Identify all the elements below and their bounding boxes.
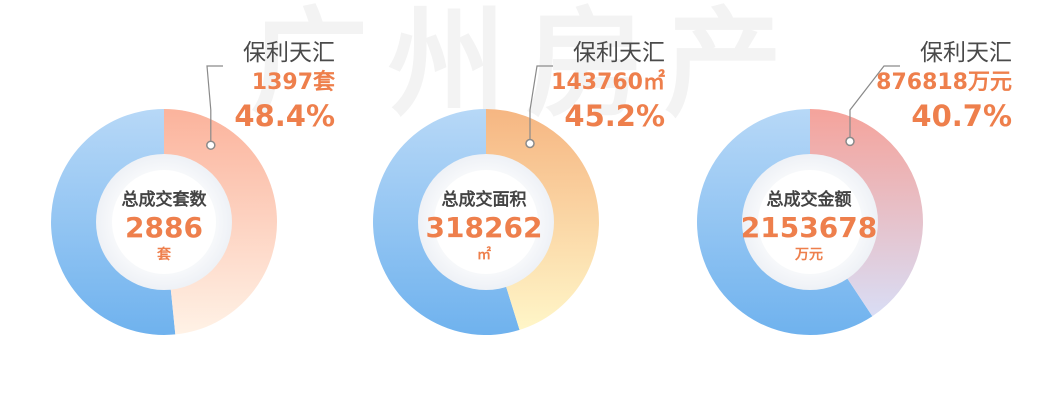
leader-line — [529, 65, 553, 140]
center-label: 总成交套数 2886 套 — [89, 189, 239, 265]
project-value: 1397套 — [251, 70, 335, 95]
metric-name: 总成交金额 — [766, 190, 852, 210]
donut-chart-amount: 保利天汇 876818万元 40.7% 总成交金额 2153678 万元 — [646, 0, 1012, 415]
donut-svg — [697, 65, 924, 336]
metric-name: 总成交面积 — [441, 190, 527, 210]
project-percent: 45.2% — [564, 99, 665, 133]
donut-hole-inner — [434, 170, 538, 274]
leader-dot — [845, 136, 855, 147]
watermark-text: 广州房产 — [250, 0, 803, 133]
metric-name: 总成交套数 — [121, 190, 207, 210]
leader-dot — [206, 140, 216, 150]
donut-hole-inner — [112, 170, 216, 274]
project-name: 保利天汇 — [920, 40, 1012, 66]
total-unit: ㎡ — [477, 247, 491, 263]
donut-svg — [373, 65, 600, 335]
donut-chart-area: 保利天汇 143760㎡ 45.2% 总成交面积 318262 ㎡ — [322, 0, 672, 415]
callout: 保利天汇 1397套 48.4% — [135, 38, 335, 134]
project-value: 876818万元 — [876, 70, 1012, 95]
project-name: 保利天汇 — [243, 40, 335, 66]
center-label: 总成交金额 2153678 万元 — [734, 189, 884, 265]
total-unit: 万元 — [795, 247, 823, 263]
leader-dot — [525, 138, 535, 149]
callout: 保利天汇 876818万元 40.7% — [812, 38, 1012, 134]
leader-line — [849, 65, 900, 138]
donut-svg — [51, 65, 278, 335]
project-name: 保利天汇 — [573, 40, 665, 66]
donut-hole-inner — [758, 170, 862, 274]
donut-chart-units: 保利天汇 1397套 48.4% 总成交套数 2886 套 — [0, 0, 350, 415]
project-percent: 48.4% — [234, 99, 335, 133]
callout: 保利天汇 143760㎡ 45.2% — [465, 38, 665, 134]
total-value: 318262 — [425, 211, 543, 244]
total-unit: 套 — [157, 247, 171, 263]
total-value: 2886 — [125, 211, 203, 244]
total-value: 2153678 — [740, 211, 878, 244]
leader-line — [206, 65, 223, 142]
center-label: 总成交面积 318262 ㎡ — [409, 189, 559, 265]
project-value: 143760㎡ — [551, 70, 665, 95]
project-percent: 40.7% — [911, 99, 1012, 133]
